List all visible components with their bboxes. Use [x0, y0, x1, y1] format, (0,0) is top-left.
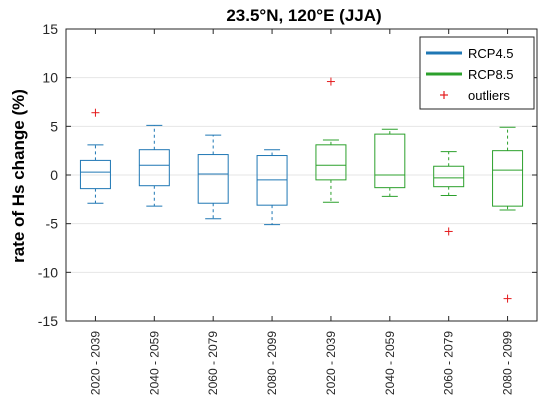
box-rcp4-5 — [79, 108, 111, 204]
box-rcp4-5 — [197, 134, 229, 220]
y-tick-label: 0 — [50, 167, 58, 183]
box-iqr — [433, 165, 465, 188]
outlier-point — [326, 77, 335, 86]
box-rcp8-5 — [433, 151, 465, 236]
plot-frame — [65, 28, 538, 322]
box-series — [79, 77, 524, 303]
x-tick-label: 2040 - 2059 — [383, 331, 397, 395]
box-iqr — [138, 149, 170, 187]
box-rcp4-5 — [138, 124, 170, 207]
legend-label: outliers — [468, 88, 510, 103]
box-rcp8-5 — [315, 77, 347, 203]
x-tick-label: 2080 - 2099 — [265, 331, 279, 395]
box-iqr — [197, 154, 229, 204]
box-rcp8-5 — [374, 128, 406, 197]
legend-label: RCP4.5 — [468, 46, 514, 61]
x-tick-label: 2020 - 2039 — [324, 331, 338, 395]
x-tick-label: 2060 - 2079 — [442, 331, 456, 395]
box-iqr — [315, 144, 347, 181]
y-tick-label: -10 — [38, 264, 58, 280]
box-iqr — [492, 150, 524, 207]
chart-title: 23.5°N, 120°E (JJA) — [226, 6, 381, 25]
x-tick-label: 2040 - 2059 — [147, 331, 161, 395]
outlier-point — [503, 294, 512, 303]
legend-swatch-plus — [440, 91, 448, 99]
x-tick-label: 2020 - 2039 — [88, 331, 102, 395]
x-tick-label: 2080 - 2099 — [501, 331, 515, 395]
y-tick-label: 5 — [50, 118, 58, 134]
y-tick-label: 15 — [42, 21, 58, 37]
y-tick-label: -15 — [38, 313, 58, 329]
legend: RCP4.5 RCP8.5 outliers — [419, 36, 535, 110]
legend-label: RCP8.5 — [468, 67, 514, 82]
box-rcp4-5 — [256, 149, 288, 226]
box-iqr — [79, 159, 111, 190]
y-axis-label: rate of Hs change (%) — [9, 89, 28, 263]
y-tick-label: 10 — [42, 70, 58, 86]
box-rcp8-5 — [492, 126, 524, 303]
axes: -15 -10 -5 0 5 10 15 2020 - 2039 2040 - 2059 2060… — [38, 21, 538, 395]
box-iqr — [374, 133, 406, 189]
outlier-point — [444, 227, 453, 236]
outlier-point — [91, 108, 100, 117]
x-tick-label: 2060 - 2079 — [206, 331, 220, 395]
y-tick-label: -5 — [46, 216, 59, 232]
